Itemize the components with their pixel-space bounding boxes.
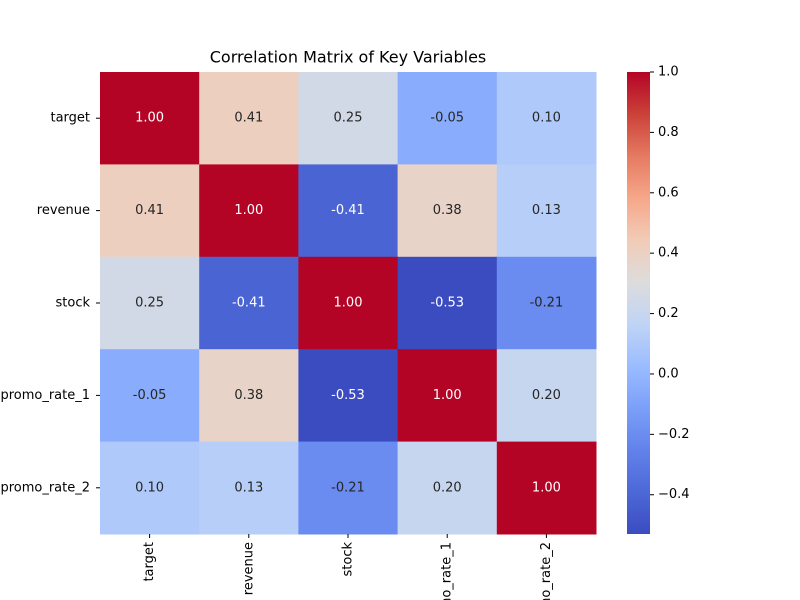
colorbar-tick-label: 0.4 [658,246,679,261]
heatmap-cell [496,349,597,443]
cell-label: 0.38 [234,388,263,403]
chart-title: Correlation Matrix of Key Variables [210,48,487,67]
heatmap-cell [397,256,498,350]
colorbar-tick-label: −0.4 [658,487,690,502]
colorbar-tick-label: 0.0 [658,366,679,381]
heatmap-cell [397,349,498,443]
heatmap-cell [496,72,597,165]
heatmap-cell [397,441,498,535]
y-tick-label: target [50,111,90,126]
heatmap-cell [199,349,299,443]
cell-label: 0.10 [135,480,164,495]
heatmap-cell [100,72,200,165]
heatmap-cell [298,72,399,165]
cell-label: 0.13 [532,203,561,218]
cell-label: -0.21 [530,296,564,311]
heatmap-cell [100,256,200,350]
heatmap-cell [298,349,399,443]
heatmap-cell [496,256,597,350]
heatmap-cell [199,164,299,258]
heatmap-cell [496,441,597,535]
cell-label: 0.41 [234,111,263,126]
y-tick-label: promo_rate_2 [0,480,90,495]
colorbar [627,72,650,534]
y-tick-label: promo_rate_1 [0,388,90,403]
x-tick-label: target [142,542,157,582]
cell-label: 1.00 [433,388,462,403]
heatmap-cell [298,256,399,350]
cell-label: 0.25 [334,111,363,126]
colorbar-tick-label: 0.6 [658,185,679,200]
cell-label: 0.41 [135,203,164,218]
heatmap-cell [496,164,597,258]
cell-label: -0.41 [331,203,365,218]
heatmap-cell [199,72,299,165]
x-tick-label: promo_rate_1 [440,542,455,600]
cell-label: 0.25 [135,296,164,311]
cell-label: -0.05 [430,111,464,126]
cell-label: 1.00 [532,480,561,495]
cell-label: 0.13 [234,480,263,495]
cell-label: 0.20 [433,480,462,495]
cell-label: 1.00 [334,296,363,311]
cell-label: 0.20 [532,388,561,403]
cell-label: 0.38 [433,203,462,218]
heatmap-cell [100,164,200,258]
cell-label: -0.53 [430,296,464,311]
cell-label: 1.00 [234,203,263,218]
heatmap-cell [100,441,200,535]
cell-label: -0.41 [232,296,266,311]
colorbar-tick-label: −0.2 [658,427,690,442]
cell-label: 1.00 [135,111,164,126]
heatmap-cell [298,441,399,535]
heatmap-cell [397,164,498,258]
cell-label: -0.53 [331,388,365,403]
x-tick-label: promo_rate_2 [539,542,554,600]
heatmap-cell [397,72,498,165]
colorbar-tick-label: 0.2 [658,306,679,321]
y-tick-label: revenue [37,203,90,218]
heatmap-cell [199,441,299,535]
x-tick-label: revenue [241,542,256,595]
cell-label: 0.10 [532,111,561,126]
y-tick-label: stock [56,296,91,311]
heatmap-cell [100,349,200,443]
heatmap-cell [298,164,399,258]
x-tick-label: stock [341,542,356,577]
heatmap-cell [199,256,299,350]
colorbar-tick-label: 0.8 [658,125,679,140]
cell-label: -0.05 [133,388,167,403]
colorbar-tick-label: 1.0 [658,65,679,80]
cell-label: -0.21 [331,480,365,495]
